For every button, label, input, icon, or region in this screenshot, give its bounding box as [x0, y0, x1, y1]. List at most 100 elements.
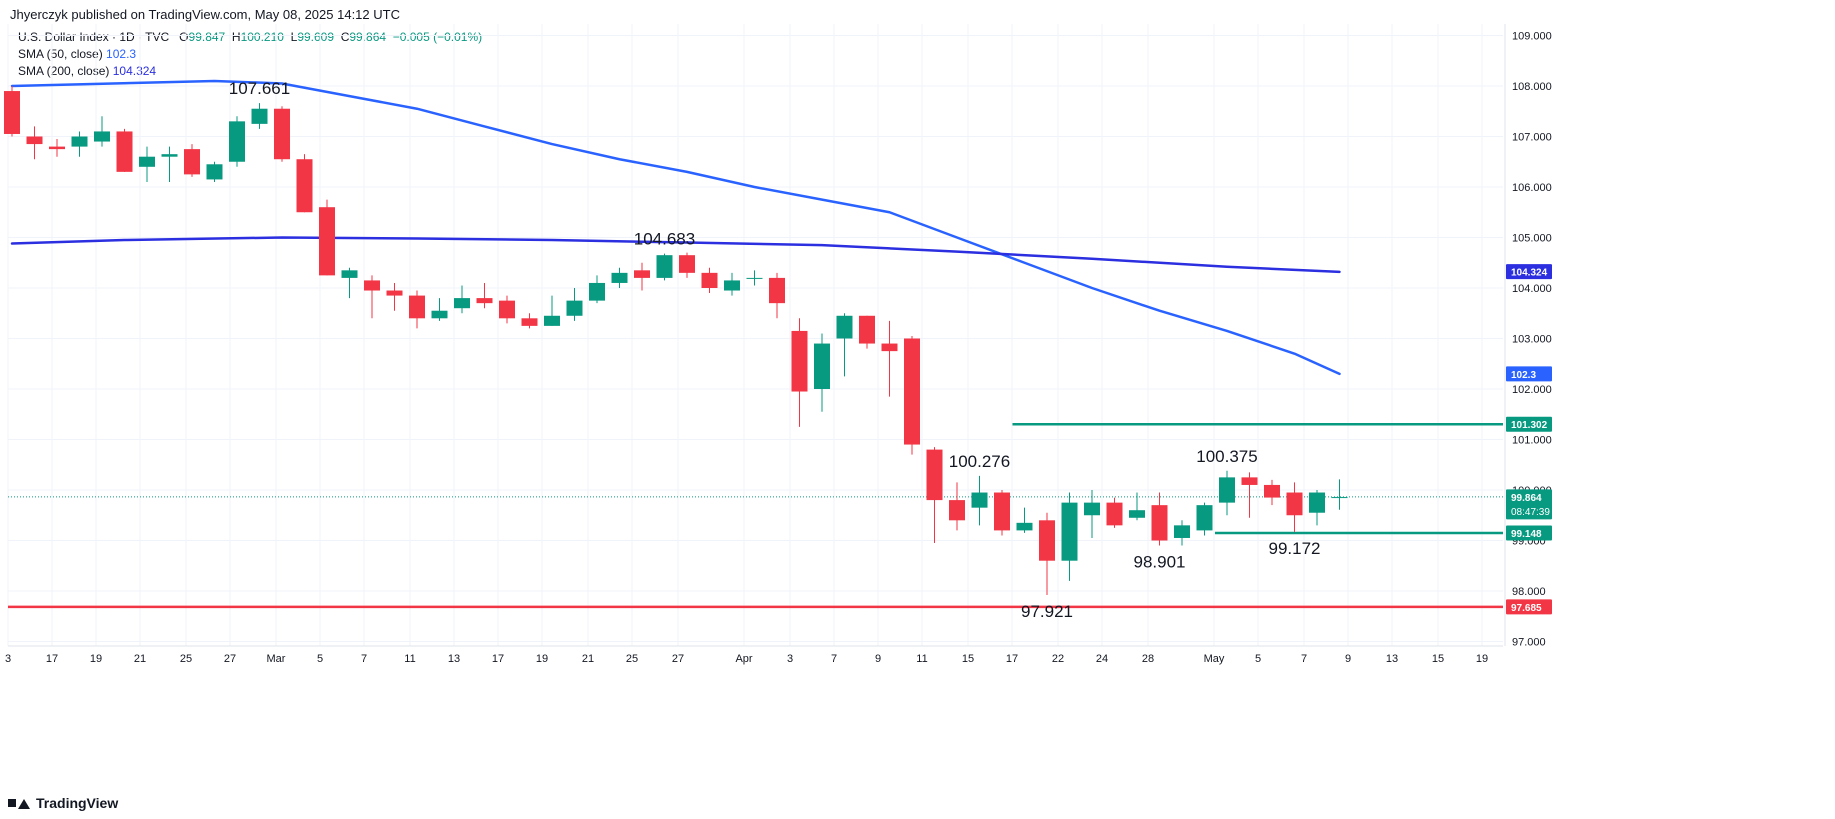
candle-body[interactable]	[4, 91, 20, 134]
x-tick-label: 21	[582, 653, 594, 665]
candle-body[interactable]	[206, 164, 223, 180]
candle-body[interactable]	[679, 255, 695, 273]
candle-body[interactable]	[634, 270, 650, 278]
candle-body[interactable]	[184, 149, 200, 175]
candle-body[interactable]	[1331, 497, 1348, 499]
candle-body[interactable]	[161, 154, 178, 157]
x-tick-label: 24	[1096, 653, 1108, 665]
sma50-badge[interactable]	[1506, 366, 1552, 382]
candle-body[interactable]	[949, 500, 965, 521]
candle-body[interactable]	[1196, 505, 1213, 531]
price-annotation: 107.661	[229, 79, 290, 98]
candle-body[interactable]	[521, 318, 538, 326]
x-tick-label: 7	[361, 653, 367, 665]
candle-body[interactable]	[251, 108, 268, 124]
candle-body[interactable]	[1061, 502, 1078, 561]
x-tick-label: 15	[962, 653, 974, 665]
candle-body[interactable]	[1264, 484, 1280, 498]
candle-body[interactable]	[1129, 510, 1145, 518]
x-tick-label: 11	[916, 653, 927, 665]
candle-body[interactable]	[746, 277, 763, 279]
last-price-badge[interactable]	[1506, 489, 1552, 520]
sma200-legend[interactable]: SMA (200, close) 104.324	[18, 64, 156, 78]
candle-body[interactable]	[544, 315, 560, 326]
candle-body[interactable]	[971, 492, 988, 508]
candle-body[interactable]	[1016, 522, 1033, 531]
candle-body[interactable]	[994, 492, 1010, 531]
candle-body[interactable]	[229, 121, 245, 162]
x-tick-label: 22	[1052, 653, 1064, 665]
candle-body[interactable]	[409, 295, 425, 319]
sma200-badge[interactable]	[1506, 264, 1552, 280]
sma50-value: 102.3	[106, 47, 137, 61]
symbol-legend[interactable]: U.S. Dollar Index · 1D · TVC O99.847 H10…	[18, 30, 482, 44]
candle-body[interactable]	[274, 108, 290, 160]
candle-body[interactable]	[431, 310, 448, 319]
candle-body[interactable]	[814, 343, 830, 389]
candle-body[interactable]	[859, 315, 875, 344]
candle-body[interactable]	[611, 272, 628, 283]
candle-body[interactable]	[566, 300, 583, 316]
candle-body[interactable]	[296, 159, 313, 213]
x-tick-label: 25	[180, 653, 192, 665]
candle-body[interactable]	[139, 156, 155, 167]
candle-body[interactable]	[1174, 525, 1190, 538]
candle-body[interactable]	[1151, 505, 1168, 541]
sma50-label[interactable]: SMA (50, close)	[18, 47, 103, 61]
candle-body[interactable]	[1309, 492, 1325, 513]
symbol-name[interactable]: U.S. Dollar Index · 1D · TVC	[18, 30, 170, 44]
sma200-line[interactable]	[10, 236, 1341, 274]
candle-body[interactable]	[499, 300, 515, 319]
x-tick-label: 19	[90, 653, 102, 665]
y-tick-label: 106.000	[1512, 182, 1552, 194]
candle-body[interactable]	[769, 277, 785, 304]
candle-body[interactable]	[49, 146, 65, 150]
candle-body[interactable]	[1084, 502, 1100, 516]
candle-body[interactable]	[364, 280, 380, 291]
price-annotation: 97.921	[1021, 602, 1073, 621]
x-tick-label: 27	[224, 653, 236, 665]
level-badge-support-label: 99.148	[1511, 529, 1542, 540]
candle-body[interactable]	[589, 282, 605, 301]
candle-body[interactable]	[1286, 492, 1303, 516]
tradingview-logo-icon	[8, 796, 30, 810]
level-badge-support[interactable]	[1506, 525, 1552, 541]
candle-body[interactable]	[94, 131, 110, 142]
candle-body[interactable]	[71, 136, 88, 147]
price-annotation: 100.375	[1196, 447, 1257, 466]
candle-body[interactable]	[454, 298, 470, 309]
sma200-label[interactable]: SMA (200, close)	[18, 64, 110, 78]
candle-body[interactable]	[386, 290, 403, 296]
level-badge-low-line[interactable]	[1506, 599, 1552, 615]
candle-body[interactable]	[319, 207, 335, 276]
close-label: C	[340, 30, 350, 44]
change-value: −0.005 (−0.01%)	[392, 30, 483, 44]
sma50-legend[interactable]: SMA (50, close) 102.3	[18, 47, 136, 61]
sma50-badge-label: 102.3	[1511, 370, 1536, 381]
sma50-line[interactable]	[10, 79, 1341, 376]
candle-body[interactable]	[26, 136, 43, 145]
candle-body[interactable]	[341, 270, 358, 278]
x-tick-label: 9	[1345, 653, 1351, 665]
candle-body[interactable]	[836, 315, 853, 339]
candle-body[interactable]	[904, 338, 920, 445]
candle-body[interactable]	[791, 330, 808, 392]
candle-body[interactable]	[881, 343, 898, 352]
price-annotation: 99.172	[1269, 539, 1321, 558]
candle-body[interactable]	[656, 255, 673, 278]
candle-body[interactable]	[476, 298, 493, 304]
y-tick-label: 98.000	[1512, 586, 1546, 598]
candle-body[interactable]	[1219, 477, 1235, 503]
publisher-credit: Jhyerczyk published on TradingView.com, …	[10, 7, 400, 22]
candle-body[interactable]	[1241, 477, 1258, 485]
candle-body[interactable]	[1106, 502, 1123, 526]
level-badge-resistance[interactable]	[1506, 416, 1552, 432]
tradingview-branding[interactable]: TradingView	[8, 795, 118, 811]
candle-body[interactable]	[701, 272, 718, 288]
candle-body[interactable]	[724, 280, 740, 291]
candle-body[interactable]	[1039, 520, 1055, 561]
candle-body[interactable]	[926, 449, 943, 501]
candle-body[interactable]	[116, 131, 133, 172]
low-label: L	[290, 30, 298, 44]
